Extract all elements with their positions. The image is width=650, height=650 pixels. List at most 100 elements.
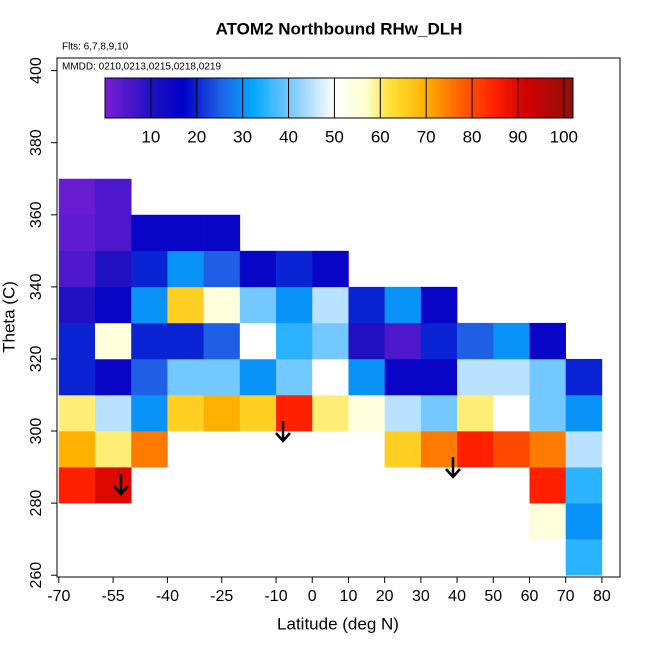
heatmap-cell <box>131 394 168 432</box>
colorbar-swatch <box>158 78 162 118</box>
colorbar-swatch <box>322 78 326 118</box>
x-tick-label: -70 <box>47 588 70 605</box>
colorbar-swatch <box>200 78 204 118</box>
colorbar-tick-label: 20 <box>187 127 206 146</box>
colorbar-swatch <box>481 78 485 118</box>
colorbar-swatch <box>544 78 548 118</box>
heatmap-cell <box>348 322 385 360</box>
heatmap-cell <box>493 358 530 396</box>
x-tick-label: -25 <box>210 588 233 605</box>
colorbar-swatch <box>423 78 426 118</box>
y-tick-label: 380 <box>28 129 45 156</box>
colorbar-swatch <box>388 78 391 118</box>
colorbar-swatch <box>261 78 265 118</box>
heatmap-cell <box>95 394 132 432</box>
colorbar-swatch <box>467 78 471 118</box>
colorbar-swatch <box>512 78 515 118</box>
colorbar-swatch <box>479 78 483 118</box>
y-tick-label: 340 <box>28 273 45 300</box>
colorbar-swatch <box>488 78 492 118</box>
x-tick-label: 10 <box>340 588 358 605</box>
colorbar-swatch <box>119 78 122 118</box>
colorbar-swatch <box>521 78 525 118</box>
colorbar-swatch <box>558 78 562 118</box>
colorbar-swatch <box>107 78 111 118</box>
heatmap-cell <box>131 214 168 252</box>
colorbar-swatch <box>186 78 190 118</box>
flights-note: Flts: 6,7,8,9,10 <box>62 42 129 53</box>
colorbar-swatch <box>219 78 223 118</box>
colorbar-swatch <box>135 78 139 118</box>
y-tick-label: 360 <box>28 201 45 228</box>
x-tick-label: 0 <box>308 588 317 605</box>
colorbar-swatch <box>278 78 281 118</box>
colorbar-swatch <box>140 78 143 118</box>
colorbar-swatch <box>147 78 150 118</box>
colorbar-swatch <box>315 78 319 118</box>
colorbar-swatch <box>271 78 274 118</box>
heatmap-cell <box>95 322 132 360</box>
heatmap-cell <box>131 322 168 360</box>
colorbar-swatch <box>374 78 377 118</box>
x-tick-label: 60 <box>521 588 539 605</box>
colorbar-swatch <box>362 78 366 118</box>
colorbar-swatch <box>563 78 567 118</box>
heatmap-cell <box>384 322 422 360</box>
colorbar-swatch <box>554 78 558 118</box>
arrow <box>275 421 291 443</box>
colorbar-swatch <box>105 78 108 118</box>
colorbar-swatch <box>177 78 181 118</box>
chart-title: ATOM2 Northbound RHw_DLH <box>216 19 463 38</box>
heatmap-cell <box>58 358 96 396</box>
colorbar-swatch <box>348 78 352 118</box>
colorbar-swatch <box>446 78 450 118</box>
heatmap-cell <box>529 394 566 432</box>
colorbar-swatch <box>395 78 398 118</box>
colorbar-swatch <box>198 78 202 118</box>
colorbar-swatch <box>437 78 441 118</box>
x-tick-label: -55 <box>102 588 125 605</box>
colorbar-swatch <box>130 78 134 118</box>
heatmap <box>58 178 603 576</box>
colorbar-swatch <box>371 78 375 118</box>
heatmap-cell <box>276 250 313 288</box>
colorbar-swatch <box>243 78 246 118</box>
colorbar-swatch <box>406 78 410 118</box>
colorbar-swatch <box>301 78 305 118</box>
colorbar-swatch <box>179 78 183 118</box>
colorbar-swatch <box>444 78 448 118</box>
colorbar-swatch <box>416 78 419 118</box>
colorbar-swatch <box>514 78 518 118</box>
colorbar-swatch <box>165 78 169 118</box>
colorbar-swatch <box>320 78 324 118</box>
heatmap-cell <box>239 286 277 324</box>
colorbar-swatch <box>537 78 541 118</box>
colorbar-swatch <box>116 78 120 118</box>
heatmap-cell <box>131 358 168 396</box>
colorbar-swatch <box>245 78 249 118</box>
heatmap-cell <box>131 250 168 288</box>
colorbar-swatch <box>376 78 380 118</box>
heatmap-cell <box>95 467 132 504</box>
colorbar-swatch <box>310 78 314 118</box>
heatmap-cell <box>312 322 349 360</box>
colorbar-swatch <box>346 78 349 118</box>
heatmap-cell <box>239 250 277 288</box>
heatmap-cell <box>58 250 96 288</box>
heatmap-cell <box>457 358 494 396</box>
y-axis-label: Theta (C) <box>0 281 18 353</box>
x-tick-label: 40 <box>448 588 466 605</box>
colorbar-swatch <box>133 78 136 118</box>
colorbar-swatch <box>313 78 316 118</box>
colorbar-swatch <box>331 78 335 118</box>
colorbar-swatch <box>238 78 242 118</box>
colorbar-swatch <box>172 78 176 118</box>
colorbar-swatch <box>350 78 354 118</box>
heatmap-cell <box>203 322 241 360</box>
colorbar-tick-label: 100 <box>550 127 578 146</box>
colorbar-swatch <box>231 78 235 118</box>
colorbar-swatch <box>336 78 340 118</box>
heatmap-cell <box>565 539 603 576</box>
colorbar-swatch <box>369 78 373 118</box>
